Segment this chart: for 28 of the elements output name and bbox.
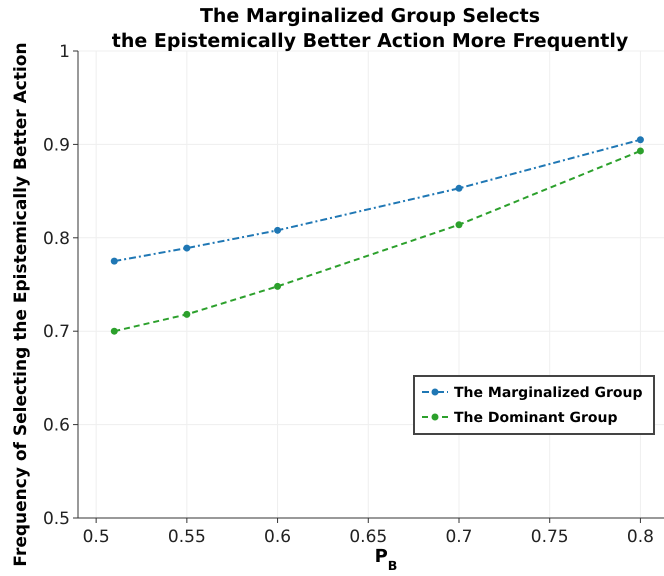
x-tick-label: 0.6	[264, 527, 292, 547]
point	[636, 147, 644, 154]
point	[183, 310, 190, 318]
y-tick-label: 1	[59, 42, 70, 62]
x-tick-label: 0.65	[349, 527, 388, 547]
point	[110, 258, 118, 265]
y-tick-label: 0.5	[42, 508, 70, 529]
y-tick-label: 0.7	[42, 322, 70, 342]
x-tick-label: 0.7	[445, 527, 473, 547]
y-axis-title: Frequency of Selecting the Epistemically Better Action	[11, 42, 31, 567]
y-tick-label: 0.9	[42, 135, 70, 156]
point	[110, 328, 118, 335]
point	[274, 282, 282, 290]
point	[455, 221, 462, 228]
legend-label: The Marginalized Group	[454, 384, 643, 401]
x-tick-label: 0.55	[168, 527, 206, 547]
legend-label: The Dominant Group	[454, 410, 618, 426]
y-tick-label: 0.6	[42, 416, 70, 436]
x-axis-title: P$_{B}$	[374, 546, 398, 572]
x-tick-label: 0.5	[82, 527, 110, 547]
y-tick-label: 0.8	[42, 228, 70, 249]
x-tick-label: 0.75	[530, 527, 569, 547]
point	[183, 244, 190, 252]
chart-title: The Marginalized Group Selects the Epistemically Better Action More Frequently	[112, 5, 629, 52]
point	[455, 184, 462, 192]
x-tick-label: 0.8	[626, 527, 654, 547]
point	[274, 226, 282, 234]
point	[636, 136, 644, 144]
